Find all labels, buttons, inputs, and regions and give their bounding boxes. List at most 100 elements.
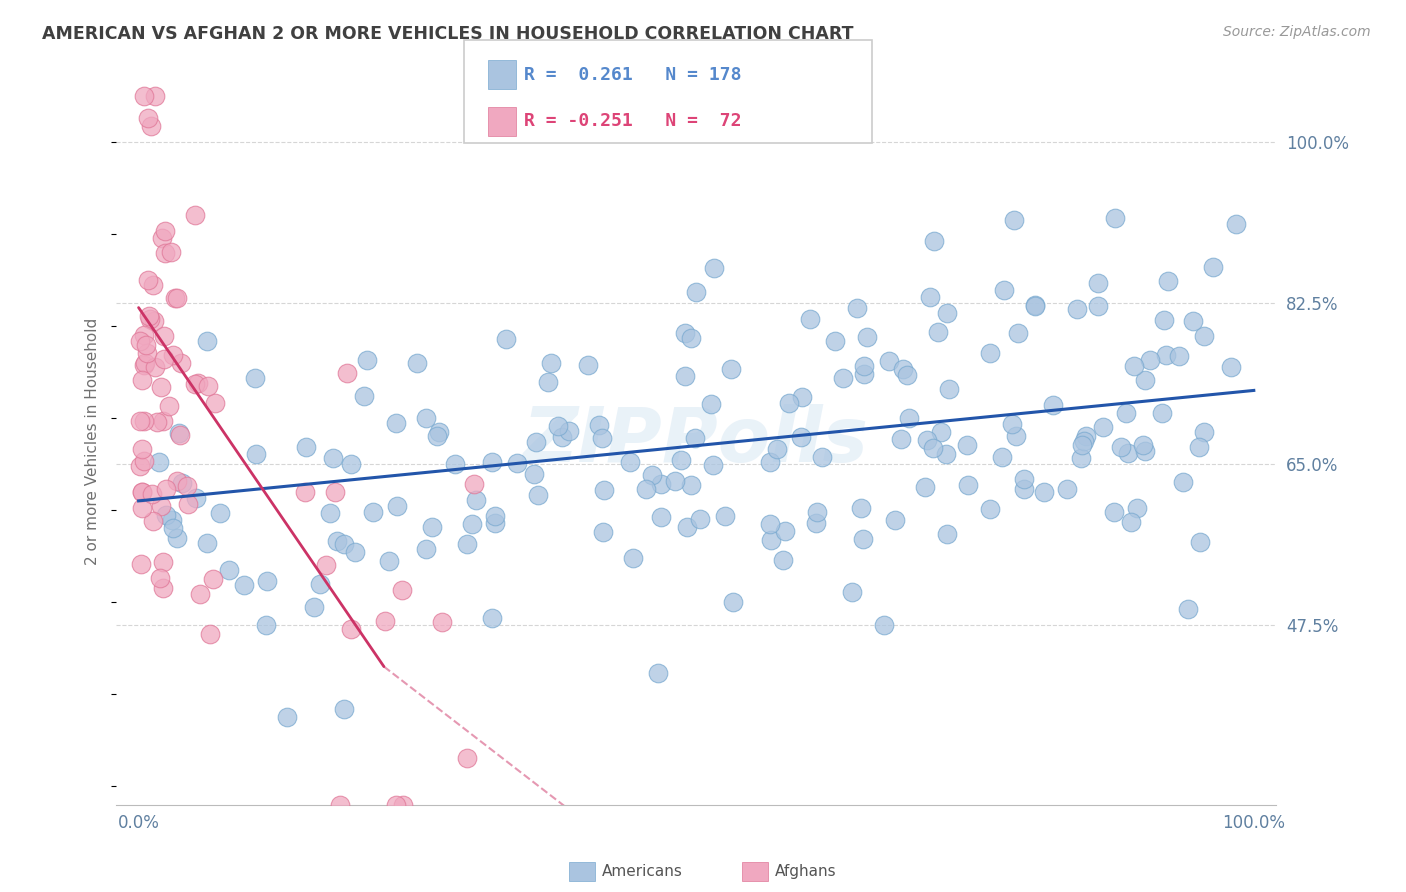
Point <box>152 581 174 595</box>
Point <box>129 557 152 571</box>
Point <box>160 513 183 527</box>
Point <box>856 330 879 344</box>
Point <box>150 380 173 394</box>
Point <box>759 516 782 531</box>
Point <box>294 484 316 499</box>
Point <box>481 611 503 625</box>
Text: AMERICAN VS AFGHAN 2 OR MORE VEHICLES IN HOUSEHOLD CORRELATION CHART: AMERICAN VS AFGHAN 2 OR MORE VEHICLES IN… <box>42 25 853 43</box>
Point <box>422 520 444 534</box>
Point <box>378 554 401 568</box>
Point <box>1073 434 1095 449</box>
Point <box>804 516 827 530</box>
Point <box>152 414 174 428</box>
Point <box>332 702 354 716</box>
Point <box>1152 406 1174 420</box>
Point <box>325 533 347 548</box>
Point <box>527 488 550 502</box>
Point <box>956 438 979 452</box>
Point <box>896 368 918 382</box>
Point <box>143 88 166 103</box>
Point <box>415 410 437 425</box>
Point <box>187 376 209 390</box>
Point <box>922 441 945 455</box>
Point <box>142 278 165 293</box>
Point <box>920 290 942 304</box>
Point <box>772 553 794 567</box>
Point <box>689 512 711 526</box>
Point <box>775 524 797 538</box>
Point <box>938 382 960 396</box>
Point <box>993 283 1015 297</box>
Point <box>166 291 188 305</box>
Text: Americans: Americans <box>602 864 683 879</box>
Point <box>1133 374 1156 388</box>
Point <box>132 358 155 372</box>
Point <box>309 576 332 591</box>
Point <box>979 346 1001 360</box>
Point <box>1087 276 1109 290</box>
Point <box>884 512 907 526</box>
Point <box>1157 274 1180 288</box>
Point <box>134 88 156 103</box>
Point <box>177 497 200 511</box>
Point <box>873 618 896 632</box>
Point <box>132 454 155 468</box>
Point <box>1014 482 1036 496</box>
Point <box>132 415 155 429</box>
Point <box>1182 314 1205 328</box>
Point <box>720 362 742 376</box>
Point <box>721 594 744 608</box>
Point <box>142 313 165 327</box>
Point <box>141 487 163 501</box>
Point <box>128 414 150 428</box>
Point <box>897 411 920 425</box>
Point <box>128 334 150 348</box>
Point <box>558 424 581 438</box>
Point <box>465 492 488 507</box>
Point <box>634 482 657 496</box>
Text: Afghans: Afghans <box>775 864 837 879</box>
Point <box>1012 472 1035 486</box>
Point <box>495 332 517 346</box>
Point <box>592 483 614 497</box>
Point <box>1167 349 1189 363</box>
Point <box>1042 398 1064 412</box>
Point <box>1135 443 1157 458</box>
Point <box>1115 406 1137 420</box>
Point <box>1219 360 1241 375</box>
Point <box>481 455 503 469</box>
Point <box>322 451 344 466</box>
Point <box>537 376 560 390</box>
Point <box>1153 312 1175 326</box>
Point <box>135 337 157 351</box>
Point <box>153 351 176 366</box>
Point <box>1005 429 1028 443</box>
Point <box>1007 326 1029 340</box>
Point <box>699 396 721 410</box>
Point <box>142 515 165 529</box>
Point <box>148 454 170 468</box>
Point <box>714 509 737 524</box>
Point <box>186 491 208 505</box>
Point <box>1033 485 1056 500</box>
Point <box>427 425 450 439</box>
Point <box>592 525 614 540</box>
Point <box>415 541 437 556</box>
Point <box>935 446 957 460</box>
Point <box>1139 352 1161 367</box>
Point <box>846 301 869 315</box>
Point <box>169 428 191 442</box>
Point <box>141 119 163 133</box>
Point <box>254 618 277 632</box>
Point <box>134 356 156 370</box>
Point <box>339 622 361 636</box>
Point <box>136 273 159 287</box>
Point <box>841 584 863 599</box>
Point <box>198 627 221 641</box>
Point <box>315 558 337 572</box>
Point <box>218 563 240 577</box>
Point <box>167 426 190 441</box>
Point <box>1001 417 1024 432</box>
Point <box>1074 429 1097 443</box>
Point <box>799 311 821 326</box>
